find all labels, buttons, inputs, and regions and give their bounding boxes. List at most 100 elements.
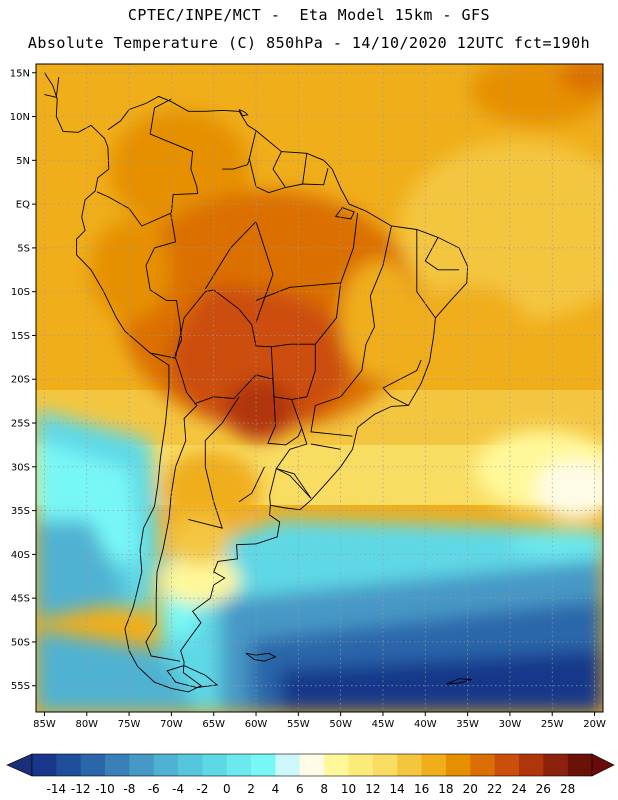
graticule — [36, 64, 603, 712]
lat-tick-label: 15N — [10, 68, 30, 79]
lon-tick-label: 75W — [118, 719, 141, 730]
colorbar-label: 6 — [296, 782, 304, 796]
longitude-axis: 85W 80W 75W 70W 65W 60W 55W 50W 45W 40W 35W 30W 25W 2… — [33, 712, 606, 730]
lon-tick-label: 40W — [414, 719, 437, 730]
boundary-line — [44, 72, 469, 693]
colorbar-label: -14 — [46, 782, 66, 796]
lat-tick-label: 10S — [11, 287, 30, 298]
colorbar-swatch — [518, 754, 544, 776]
colorbar-swatch — [470, 754, 495, 776]
boundary-line — [238, 466, 265, 503]
colorbar-swatch — [348, 754, 374, 776]
boundary-line — [194, 396, 235, 405]
lon-tick-label: 55W — [287, 719, 310, 730]
colorbar-label: 26 — [536, 782, 551, 796]
lat-tick-label: 20S — [11, 375, 30, 386]
lon-tick-label: 35W — [456, 719, 479, 730]
lat-tick-label: EQ — [16, 200, 30, 211]
lat-tick-label: 50S — [11, 637, 30, 648]
boundary-line — [145, 212, 183, 356]
colorbar-swatch — [543, 754, 568, 776]
lon-tick-label: 65W — [202, 719, 225, 730]
lon-tick-label: 60W — [245, 719, 268, 730]
boundary-line — [255, 282, 341, 301]
boundary-line — [222, 158, 250, 170]
colorbar-swatch — [421, 754, 447, 776]
colorbar-swatch — [494, 754, 520, 776]
map-frame — [35, 63, 604, 713]
lon-tick-label: 50W — [329, 719, 352, 730]
latitude-axis: 15N 10N 5N EQ 5S 10S 15S 20S 25S 30S 35S 40S 45S 50S 5… — [10, 68, 36, 692]
colorbar-swatch — [105, 754, 130, 776]
colorbar-label: 24 — [511, 782, 526, 796]
colorbar-swatch — [251, 754, 276, 776]
lon-tick-label: 30W — [499, 719, 522, 730]
colorbar-label: 16 — [414, 782, 429, 796]
colorbar-label: 22 — [487, 782, 502, 796]
colorbar-label: 14 — [390, 782, 405, 796]
colorbar-swatch — [178, 754, 203, 776]
colorbar: -14 -12 -10 -8 -6 -4 -2 0 2 4 6 8 10 12 14 16 18 20 22 24 26… — [6, 753, 615, 796]
colorbar-label: -2 — [196, 782, 208, 796]
boundary-line — [310, 443, 341, 450]
temperature-field — [36, 64, 603, 712]
boundary-line — [272, 151, 286, 188]
lat-tick-label: 45S — [11, 594, 30, 605]
boundary-line — [248, 130, 329, 194]
boundary-line — [334, 207, 355, 220]
colorbar-swatch — [202, 754, 228, 776]
colorbar-swatch — [153, 754, 179, 776]
lat-tick-label: 10N — [10, 112, 30, 123]
lat-tick-label: 25S — [11, 419, 30, 430]
boundary-line — [188, 396, 240, 529]
boundary-line — [446, 678, 472, 685]
boundary-line — [145, 352, 198, 662]
colorbar-swatch — [275, 754, 301, 776]
colorbar-label: -6 — [148, 782, 160, 796]
lat-tick-label: 5N — [16, 156, 30, 167]
lon-tick-label: 25W — [541, 719, 564, 730]
colorbar-swatch — [372, 754, 398, 776]
lat-tick-label: 35S — [11, 506, 30, 517]
colorbar-label: 4 — [272, 782, 280, 796]
boundary-line — [310, 405, 353, 437]
boundary-line — [96, 98, 199, 227]
colorbar-label: 2 — [247, 782, 255, 796]
boundary-line — [314, 212, 359, 371]
colorbar-label: -8 — [123, 782, 135, 796]
lat-tick-label: 5S — [17, 243, 30, 254]
lon-tick-label: 45W — [372, 719, 395, 730]
colorbar-under-arrow — [6, 753, 33, 777]
colorbar-label: 8 — [320, 782, 328, 796]
boundary-line — [416, 229, 436, 319]
colorbar-swatch — [32, 754, 57, 776]
colorbar-label: 18 — [438, 782, 453, 796]
colorbar-label: -10 — [95, 782, 115, 796]
boundary-line — [166, 665, 219, 688]
boundary-line — [302, 153, 308, 185]
colorbar-label: 10 — [341, 782, 356, 796]
colorbar-outline — [31, 753, 593, 777]
colorbar-swatch — [567, 754, 593, 776]
boundary-line — [238, 109, 249, 117]
colorbar-label: 12 — [365, 782, 380, 796]
boundary-line — [291, 370, 316, 400]
colorbar-label: 28 — [560, 782, 575, 796]
colorbar-label: -4 — [172, 782, 184, 796]
lon-tick-label: 20W — [583, 719, 606, 730]
lat-tick-label: 55S — [11, 681, 30, 692]
lon-tick-label: 80W — [75, 719, 98, 730]
lon-tick-label: 85W — [33, 719, 56, 730]
boundary-line — [424, 237, 460, 271]
boundary-line — [233, 374, 303, 446]
boundary-line — [269, 468, 312, 506]
colorbar-swatch — [299, 754, 325, 776]
colorbar-label: -12 — [71, 782, 91, 796]
boundary-line — [255, 221, 274, 323]
colorbar-swatch — [445, 754, 471, 776]
chart-title-line-1: CPTEC/INPE/MCT - Eta Model 15km - GFS — [127, 6, 491, 24]
boundary-line — [271, 343, 316, 348]
chart-title-line-2: Absolute Temperature (C) 850hPa - 14/10/… — [27, 34, 591, 52]
colorbar-over-arrow — [591, 753, 615, 777]
